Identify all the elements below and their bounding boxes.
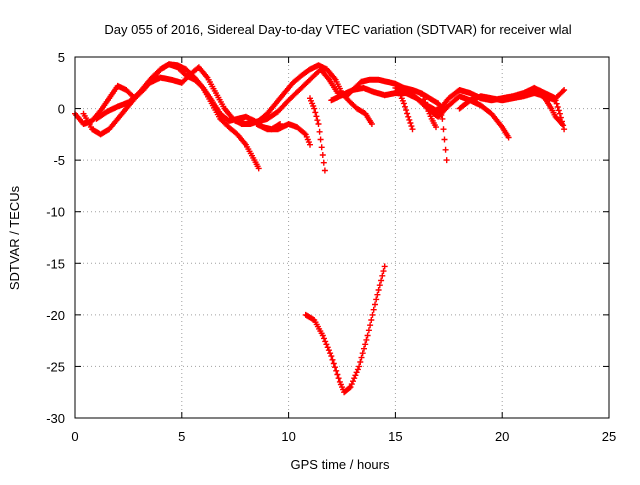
- data-track: [302, 263, 388, 396]
- x-tick-label: 5: [178, 429, 185, 444]
- x-tick-label: 20: [495, 429, 509, 444]
- data-track: [396, 90, 416, 133]
- data-track: [420, 93, 439, 131]
- data-point-markers: [435, 100, 450, 164]
- y-tick-label: -5: [53, 153, 65, 168]
- grid: [75, 57, 609, 418]
- data-point-markers: [531, 87, 565, 127]
- data-point-markers: [302, 263, 388, 396]
- y-tick-label: -20: [46, 308, 65, 323]
- data-point-markers: [307, 95, 328, 174]
- axis-ticks: 0 5 10 15 20 25 5 0 -5 -10 -15 -20 -25 -30: [46, 50, 616, 444]
- y-axis-label: SDTVAR / TECUs: [7, 185, 22, 290]
- x-tick-label: 0: [71, 429, 78, 444]
- y-tick-label: -15: [46, 256, 65, 271]
- data-track: [531, 87, 565, 127]
- data-track: [435, 100, 450, 164]
- y-tick-label: -10: [46, 205, 65, 220]
- data-point-markers: [420, 93, 439, 131]
- data-point-markers: [253, 121, 313, 148]
- y-tick-label: 0: [58, 102, 65, 117]
- x-tick-label: 10: [281, 429, 295, 444]
- y-tick-label: -25: [46, 359, 65, 374]
- x-tick-label: 25: [602, 429, 616, 444]
- x-tick-label: 15: [388, 429, 402, 444]
- data-track: [253, 121, 313, 148]
- data-point-markers: [396, 90, 416, 133]
- chart-title: Day 055 of 2016, Sidereal Day-to-day VTE…: [104, 22, 571, 37]
- plot-frame: [74, 56, 610, 419]
- data-track: [307, 95, 328, 174]
- y-tick-label: 5: [58, 50, 65, 65]
- y-tick-label: -30: [46, 411, 65, 426]
- x-axis-label: GPS time / hours: [291, 457, 390, 472]
